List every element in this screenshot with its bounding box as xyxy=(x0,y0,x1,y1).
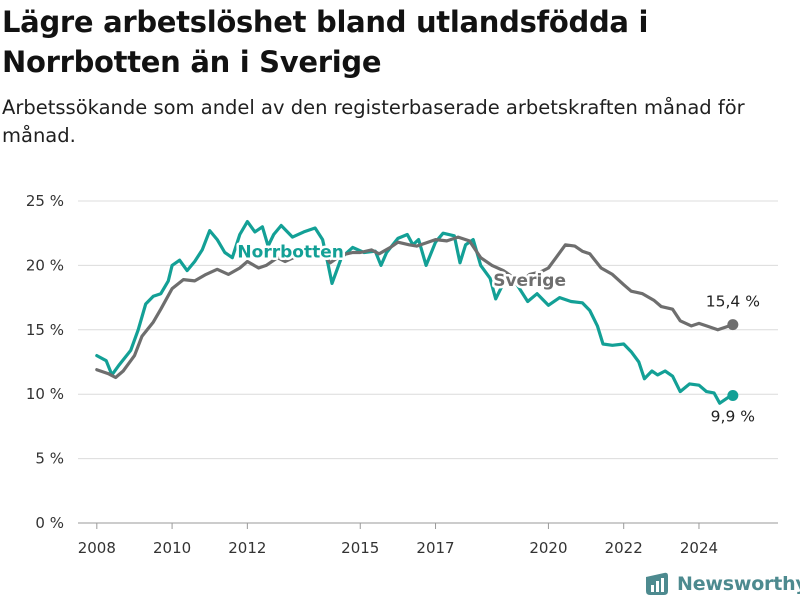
end-value-label: 15,4 % xyxy=(706,293,760,311)
x-tick-label: 2015 xyxy=(341,539,379,557)
x-tick-label: 2017 xyxy=(416,539,454,557)
end-marker-sverige xyxy=(727,319,739,331)
series-line-norrbotten xyxy=(95,220,735,405)
x-tick-label: 2022 xyxy=(605,539,643,557)
end-marker-norrbotten xyxy=(727,389,739,401)
y-tick-label: 15 % xyxy=(26,321,64,339)
y-tick-label: 0 % xyxy=(35,514,64,532)
series-line-sverige xyxy=(95,235,735,380)
x-tick-label: 2024 xyxy=(680,539,718,557)
chart-subtitle: Arbetssökande som andel av den registerb… xyxy=(2,96,745,147)
series-label-halo: Sverige xyxy=(493,271,566,291)
y-tick-label: 10 % xyxy=(26,385,64,403)
series-labels: 9,9 %15,4 %NorrbottenNorrbottenSverigeSv… xyxy=(235,240,760,425)
series-label-norrbotten: Norrbotten xyxy=(237,243,343,263)
axes: 0 % 5 % 10 % 15 % 20 % 25 % 2008 2010 2012 2015 20… xyxy=(26,192,718,557)
y-tick-label: 20 % xyxy=(26,256,64,274)
brand-logo: Newsworthy xyxy=(644,569,800,599)
series-lines xyxy=(95,220,739,405)
x-tick-label: 2012 xyxy=(228,539,266,557)
x-tick-label: 2020 xyxy=(529,539,567,557)
chart-title: Lägre arbetslöshet bland utlandsfödda i … xyxy=(2,5,649,79)
newsworthy-logo-icon xyxy=(646,572,668,595)
series-label-sverige: Sverige xyxy=(493,271,566,291)
y-tick-label: 5 % xyxy=(35,450,64,468)
y-tick-label: 25 % xyxy=(26,192,64,210)
brand-name: Newsworthy xyxy=(677,573,800,595)
series-label-halo: Norrbotten xyxy=(237,243,343,263)
x-tick-label: 2010 xyxy=(153,539,191,557)
gridlines xyxy=(78,200,778,524)
end-value-label: 9,9 % xyxy=(711,407,755,425)
x-tick-label: 2008 xyxy=(78,539,116,557)
